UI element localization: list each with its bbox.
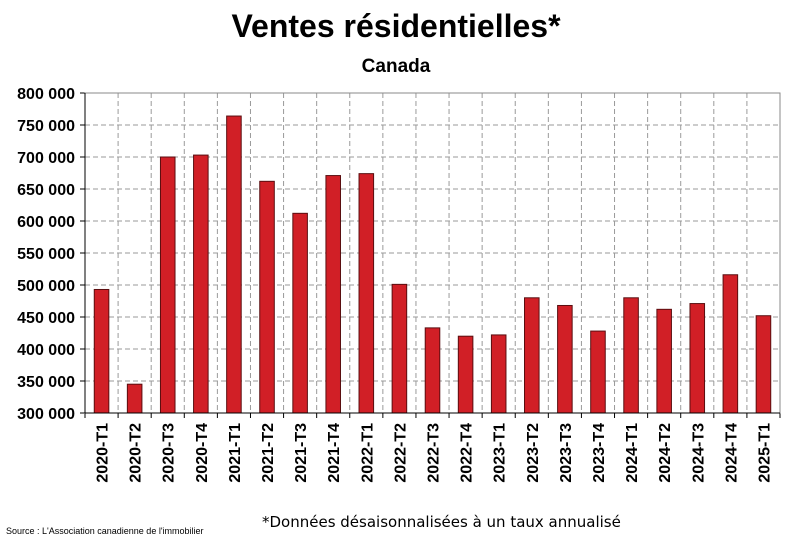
- bar: [623, 297, 639, 414]
- source-note: Source : L'Association canadienne de l'i…: [6, 526, 204, 536]
- x-tick-label: 2021-T2: [260, 423, 277, 483]
- bar: [325, 175, 341, 414]
- y-tick-label: 700 000: [17, 150, 75, 167]
- x-tick-labels: 2020-T1 2020-T2 2020-T3 2020-T4 2021-T1 2021-…: [95, 423, 774, 483]
- bar: [259, 180, 275, 414]
- x-tick-label: 2021-T1: [227, 423, 244, 483]
- y-tick-label: 650 000: [17, 182, 75, 199]
- y-tick-label: 300 000: [17, 406, 75, 423]
- bar: [457, 335, 474, 414]
- x-tick-label: 2024-T2: [657, 423, 674, 483]
- bar: [358, 173, 375, 414]
- x-tick-label: 2025-T1: [756, 423, 773, 483]
- x-tick-label: 2021-T4: [326, 423, 343, 483]
- x-tick-label: 2021-T3: [293, 423, 310, 483]
- bar: [391, 283, 408, 414]
- y-tick-labels: 300 000 350 000 400 000 450 000 500 000 550 0…: [17, 86, 75, 423]
- x-tick-label: 2022-T1: [359, 423, 376, 483]
- bar: [226, 115, 242, 414]
- y-tick-label: 500 000: [17, 278, 75, 295]
- bar: [524, 297, 540, 414]
- x-tick-label: 2022-T4: [459, 423, 476, 483]
- x-tick-label: 2020-T1: [95, 423, 112, 483]
- axes: [80, 92, 781, 418]
- x-tick-label: 2022-T3: [426, 423, 443, 483]
- bar: [93, 288, 110, 414]
- bar: [490, 334, 507, 414]
- chart-subtitle: Canada: [361, 56, 431, 77]
- x-tick-label: 2022-T2: [392, 423, 409, 483]
- bar: [590, 330, 606, 414]
- bar: [193, 154, 209, 414]
- y-tick-label: 550 000: [17, 246, 75, 263]
- x-tick-label: 2023-T3: [558, 423, 575, 483]
- bar: [557, 304, 573, 414]
- bar: [689, 303, 706, 414]
- x-tick-label: 2024-T1: [624, 423, 641, 483]
- x-tick-label: 2024-T3: [690, 423, 707, 483]
- y-tick-label: 800 000: [17, 86, 75, 103]
- bar: [126, 383, 143, 414]
- bar: [755, 315, 772, 414]
- bar: [722, 274, 739, 414]
- bars: [93, 115, 772, 414]
- chart-title: Ventes résidentielles*: [231, 8, 561, 44]
- bar: [656, 308, 672, 414]
- bar: [292, 212, 308, 414]
- x-tick-label: 2023-T4: [591, 423, 608, 483]
- bar: [159, 156, 176, 414]
- y-tick-label: 450 000: [17, 310, 75, 327]
- y-tick-label: 600 000: [17, 214, 75, 231]
- y-tick-label: 750 000: [17, 118, 75, 135]
- x-tick-label: 2023-T2: [525, 423, 542, 483]
- y-tick-label: 400 000: [17, 342, 75, 359]
- x-tick-label: 2023-T1: [492, 423, 509, 483]
- bar: [424, 327, 441, 414]
- x-tick-label: 2024-T4: [723, 423, 740, 483]
- x-tick-label: 2020-T4: [194, 423, 211, 483]
- x-tick-label: 2020-T2: [128, 423, 145, 483]
- y-tick-label: 350 000: [17, 374, 75, 391]
- footnote: *Données désaisonnalisées à un taux annu…: [262, 513, 621, 531]
- x-tick-label: 2020-T3: [161, 423, 178, 483]
